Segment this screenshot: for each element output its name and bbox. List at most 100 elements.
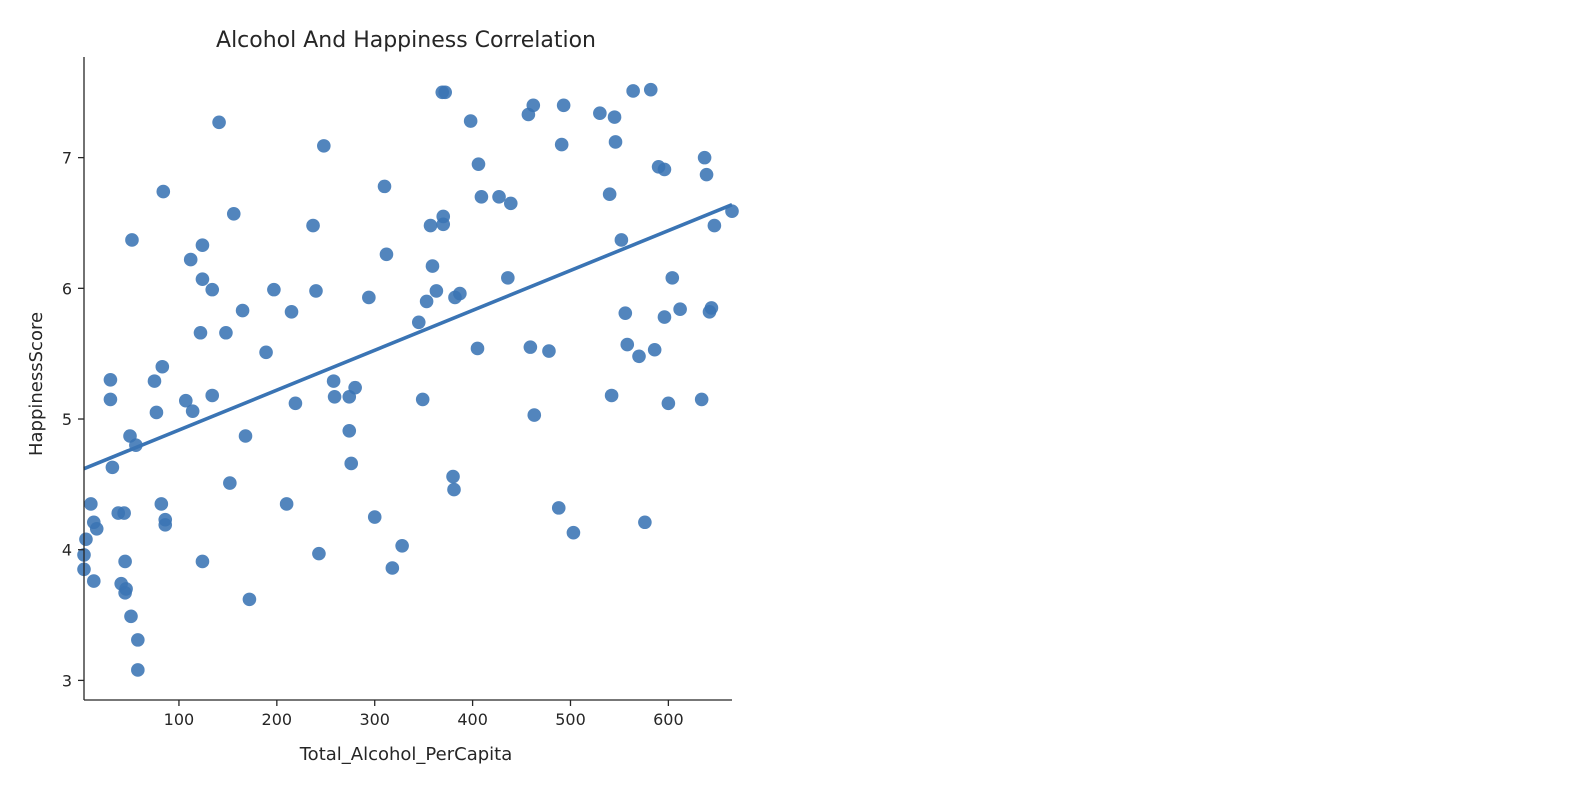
data-point (657, 162, 672, 177)
data-point (492, 190, 506, 204)
data-point (697, 150, 712, 165)
data-point (385, 561, 400, 575)
data-point (306, 218, 320, 233)
data-point (149, 405, 164, 420)
data-point (626, 84, 640, 98)
data-point (105, 460, 120, 475)
data-point (415, 392, 430, 407)
data-point (327, 389, 342, 404)
data-point (554, 137, 569, 152)
data-point (395, 538, 409, 553)
data-point (665, 271, 680, 285)
data-point (604, 388, 619, 403)
data-point (131, 633, 145, 647)
data-point (259, 345, 273, 360)
data-point (419, 294, 434, 309)
data-point (226, 207, 241, 221)
data-point (205, 282, 220, 297)
x-tick-label: 100 (164, 710, 195, 729)
y-axis-label: HappinessScore (26, 312, 47, 456)
data-point (474, 190, 489, 204)
data-point (284, 305, 299, 319)
data-point (118, 554, 132, 569)
data-point (526, 98, 541, 113)
data-point (344, 456, 359, 471)
data-point (523, 340, 538, 354)
y-tick-label: 7 (62, 149, 72, 168)
data-point (429, 284, 444, 298)
data-point (425, 259, 440, 273)
data-point (242, 592, 257, 607)
data-point (620, 337, 635, 352)
data-point (84, 497, 98, 511)
data-point (438, 85, 452, 100)
x-tick-label: 600 (653, 710, 684, 729)
data-point (704, 301, 719, 315)
data-point (193, 325, 208, 340)
data-point (158, 518, 173, 532)
data-point (446, 469, 460, 484)
data-point (602, 187, 617, 202)
data-point (699, 167, 714, 182)
data-point (501, 271, 515, 285)
data-point (657, 310, 672, 324)
data-point (527, 408, 542, 422)
data-point (326, 374, 341, 388)
data-point (423, 218, 438, 233)
data-point (608, 135, 623, 149)
data-point (647, 342, 662, 357)
y-tick-label: 6 (62, 279, 72, 298)
data-point (131, 663, 145, 677)
data-point (607, 110, 622, 124)
data-point (436, 209, 451, 224)
data-point (288, 396, 303, 411)
y-ticks: 3 4 5 6 7 (62, 149, 84, 690)
data-point (235, 303, 250, 318)
data-point (212, 115, 226, 130)
data-point (219, 325, 233, 340)
data-point (223, 476, 237, 490)
x-tick-label: 500 (555, 710, 586, 729)
data-point (195, 272, 210, 286)
chart-title: Alcohol And Happiness Correlation (216, 28, 596, 53)
data-point (694, 392, 709, 407)
data-point (377, 179, 392, 194)
data-point (89, 521, 104, 536)
data-point (103, 373, 118, 387)
x-tick-label: 200 (262, 710, 293, 729)
data-point (154, 497, 169, 511)
data-point (638, 515, 652, 530)
points-layer (77, 82, 739, 677)
data-point (470, 341, 485, 356)
trendline-layer (83, 203, 733, 471)
data-point (447, 482, 461, 497)
data-point (342, 423, 357, 438)
data-point (362, 290, 376, 305)
data-point (503, 196, 518, 211)
data-point (267, 282, 281, 297)
data-point (147, 374, 162, 388)
x-ticks: 100 200 300 400 500 600 (164, 700, 684, 729)
data-point (317, 139, 331, 153)
data-point (195, 554, 210, 569)
x-axis-label: Total_Alcohol_PerCapita (299, 744, 512, 765)
data-point (125, 233, 139, 247)
data-point (707, 218, 722, 233)
y-tick-label: 4 (62, 541, 72, 560)
data-point (618, 306, 633, 320)
data-point (117, 506, 131, 520)
data-point (542, 344, 556, 358)
data-point (471, 157, 486, 171)
data-point (348, 380, 362, 395)
y-tick-label: 3 (62, 671, 72, 690)
data-point (379, 247, 394, 262)
data-point (183, 252, 198, 267)
data-point (632, 349, 646, 364)
data-point (185, 404, 200, 418)
x-tick-label: 300 (359, 710, 390, 729)
data-point (453, 286, 467, 301)
data-point (119, 582, 133, 596)
data-point (86, 574, 101, 588)
data-point (614, 233, 629, 247)
